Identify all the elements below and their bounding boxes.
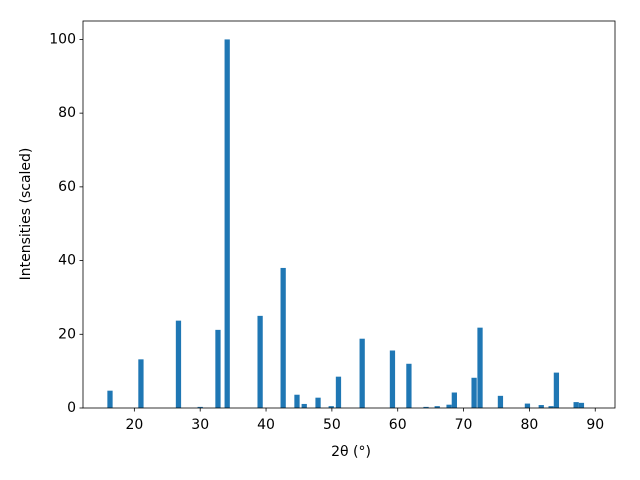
x-tick-label: 80 [520,417,538,433]
y-tick-label: 20 [58,326,76,342]
bar [215,329,221,408]
bar [335,376,342,408]
bar [406,363,412,408]
y-tick-label: 40 [58,253,76,269]
bar [524,403,531,408]
plot-frame [82,20,616,409]
bar [471,377,477,408]
bar [107,390,113,408]
bar [497,395,504,408]
y-tick-label: 0 [67,400,76,416]
y-axis-label: Intensities (scaled) [18,148,34,281]
bar [434,406,440,408]
x-tick-label: 50 [323,417,341,433]
bar [538,405,544,408]
bar [573,402,579,408]
bar [175,320,182,408]
x-axis-label: 2θ (°) [331,444,371,460]
y-tick-label: 100 [49,31,76,47]
y-tick-label: 80 [58,105,76,121]
bar [224,39,230,409]
bar [138,359,144,408]
bar [257,315,263,408]
bar [328,406,334,408]
bar [446,404,452,408]
bar [451,392,457,408]
x-tick-label: 30 [191,417,209,433]
bar [280,267,286,408]
x-tick-label: 20 [125,417,143,433]
y-tick-label: 60 [58,179,76,195]
bar [548,406,554,408]
bar [359,338,365,408]
bar [389,350,396,408]
bar [477,327,483,408]
bar [553,372,560,408]
x-tick-label: 70 [455,417,473,433]
x-tick-label: 60 [389,417,407,433]
bar [578,402,585,408]
bar [315,397,321,408]
x-tick-label: 40 [257,417,275,433]
bar [294,394,300,408]
x-tick-label: 90 [586,417,604,433]
bar [423,406,429,408]
bar [301,403,307,408]
bar [197,406,203,408]
